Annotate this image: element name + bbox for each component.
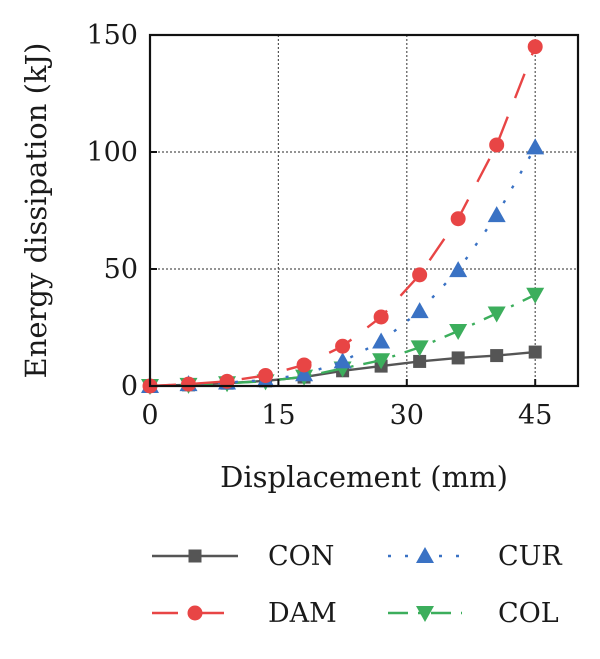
data-point-con xyxy=(528,345,542,359)
ticks: 0 15 30 45 0 50 100 150 xyxy=(86,20,552,431)
x-axis-label: Displacement (mm) xyxy=(220,460,508,494)
data-point-dam xyxy=(373,309,389,325)
legend-item-con: CON xyxy=(152,541,334,572)
data-point-cur xyxy=(372,332,391,349)
data-point-con xyxy=(413,354,427,368)
data-point-dam xyxy=(412,267,428,283)
legend-label-col: COL xyxy=(498,598,559,629)
data-point-col xyxy=(449,324,468,341)
legend-item-col: COL xyxy=(388,598,559,629)
legend-item-dam: DAM xyxy=(152,598,337,629)
legend-marker-col xyxy=(416,606,434,622)
data-point-col xyxy=(487,306,506,323)
data-point-cur xyxy=(449,261,468,278)
x-tick-label: 0 xyxy=(141,400,158,431)
data-point-cur xyxy=(295,365,314,382)
data-point-dam xyxy=(181,376,197,392)
data-point-cur xyxy=(526,138,545,155)
grid xyxy=(150,35,578,386)
data-point-col xyxy=(410,340,429,357)
x-tick-label: 15 xyxy=(261,400,295,431)
data-point-con xyxy=(490,349,504,363)
data-point-dam xyxy=(450,211,466,227)
data-point-dam xyxy=(258,367,274,383)
data-point-dam xyxy=(489,137,505,153)
x-tick-label: 30 xyxy=(390,400,424,431)
data-point-con xyxy=(451,351,465,365)
y-tick-label: 100 xyxy=(86,137,138,168)
data-point-dam xyxy=(527,39,543,55)
data-point-dam xyxy=(296,357,312,373)
data-point-col xyxy=(372,353,391,370)
legend-item-cur: CUR xyxy=(388,541,562,572)
data-point-col xyxy=(526,287,545,304)
legend-label-cur: CUR xyxy=(498,541,562,572)
series-dam xyxy=(142,39,543,394)
data-point-cur xyxy=(410,302,429,319)
legend-label-dam: DAM xyxy=(268,598,337,629)
plot-frame xyxy=(148,33,580,388)
data-point-cur xyxy=(333,352,352,369)
legend-marker-cur xyxy=(416,547,434,563)
y-axis-label: Energy dissipation (kJ) xyxy=(19,43,53,379)
y-tick-label: 0 xyxy=(121,371,138,402)
y-tick-label: 50 xyxy=(104,254,138,285)
y-tick-label: 150 xyxy=(86,20,138,51)
legend-label-con: CON xyxy=(268,541,334,572)
data-point-dam xyxy=(335,338,351,354)
legend-marker-con xyxy=(188,549,202,563)
legend: CON CUR DAM COL xyxy=(152,541,562,629)
x-tick-label: 45 xyxy=(518,400,552,431)
data-point-cur xyxy=(487,206,506,223)
legend-marker-dam xyxy=(187,605,203,621)
